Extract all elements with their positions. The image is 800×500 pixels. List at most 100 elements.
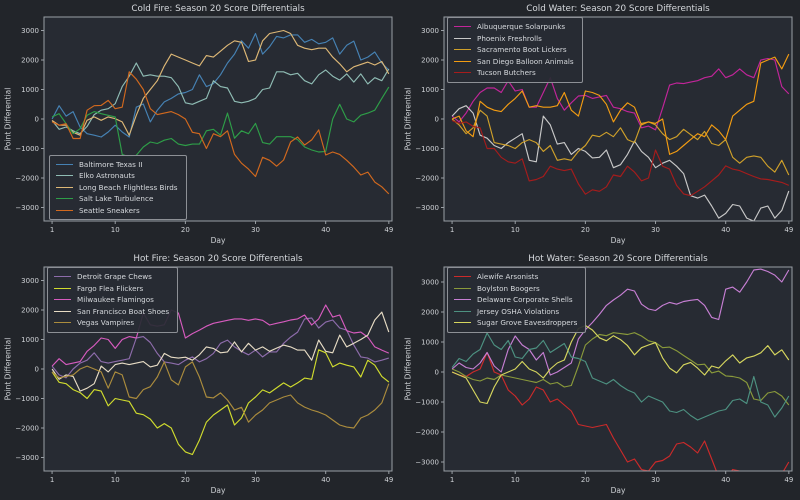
series-line bbox=[451, 324, 790, 405]
legend-item: Milwaukee Flamingos bbox=[54, 294, 169, 306]
x-tick-label: 20 bbox=[581, 226, 590, 234]
x-tick-label: 30 bbox=[251, 226, 260, 234]
legend: Baltimore Texas II Elko Astronauts Long Be… bbox=[49, 154, 187, 220]
y-tick-label: −1000 bbox=[415, 398, 439, 406]
axis-ticks: −3000 −2000 −1000 0 1000 2000 3000 1 10 20 30 40 49 bbox=[415, 27, 793, 234]
x-tick-label: 1 bbox=[50, 476, 54, 484]
x-tick-label: 20 bbox=[181, 476, 190, 484]
x-tick-label: 30 bbox=[251, 476, 260, 484]
legend-line-swatch bbox=[56, 198, 73, 200]
legend-label: Jersey OSHA Violations bbox=[477, 306, 560, 316]
legend-label: Alewife Arsonists bbox=[477, 272, 539, 282]
x-tick-label: 40 bbox=[721, 226, 730, 234]
series-group bbox=[451, 268, 790, 471]
legend-line-swatch bbox=[454, 60, 471, 62]
legend-line-swatch bbox=[54, 299, 71, 301]
y-tick-label: −2000 bbox=[15, 424, 39, 432]
y-tick-label: 2000 bbox=[421, 56, 439, 64]
legend-item: Salt Lake Turbulence bbox=[56, 193, 178, 205]
x-tick-label: 49 bbox=[784, 476, 793, 484]
y-axis-label: Point Differential bbox=[403, 337, 413, 401]
y-tick-label: 0 bbox=[435, 368, 439, 376]
legend: Albuquerque Solarpunks Phoenix Freshrolls… bbox=[447, 17, 583, 83]
legend-item: Elko Astronauts bbox=[56, 170, 178, 182]
y-tick-label: −3000 bbox=[15, 204, 39, 212]
series-line bbox=[451, 105, 790, 221]
legend-line-swatch bbox=[54, 322, 71, 324]
chart-title: Cold Water: Season 20 Score Differential… bbox=[526, 4, 710, 14]
chart-cold-water: −3000 −2000 −1000 0 1000 2000 3000 1 10 20 30 40 49 … bbox=[400, 0, 800, 250]
chart-cold-fire: −3000 −2000 −1000 0 1000 2000 3000 1 10 20 30 40 49 … bbox=[0, 0, 400, 250]
legend-label: Milwaukee Flamingos bbox=[77, 295, 154, 305]
series-line bbox=[51, 304, 390, 367]
legend-label: Elko Astronauts bbox=[79, 171, 135, 181]
legend-item: Phoenix Freshrolls bbox=[454, 33, 574, 45]
y-tick-label: −2000 bbox=[415, 174, 439, 182]
legend-line-swatch bbox=[454, 287, 471, 289]
y-tick-label: −1000 bbox=[415, 145, 439, 153]
legend-item: Long Beach Flightless Birds bbox=[56, 182, 178, 194]
legend-label: Vegas Vampires bbox=[77, 318, 135, 328]
x-tick-label: 20 bbox=[581, 476, 590, 484]
y-tick-label: 2000 bbox=[421, 308, 439, 316]
x-tick-label: 40 bbox=[721, 476, 730, 484]
legend-label: Boylston Boogers bbox=[477, 283, 540, 293]
legend-item: Sacramento Boot Lickers bbox=[454, 44, 574, 56]
legend: Alewife Arsonists Boylston Boogers Delawar… bbox=[447, 267, 587, 333]
legend-item: Jersey OSHA Violations bbox=[454, 306, 577, 318]
legend-line-swatch bbox=[454, 49, 471, 51]
series-line bbox=[451, 268, 790, 376]
y-tick-label: 3000 bbox=[21, 27, 39, 35]
y-axis-label: Point Differential bbox=[3, 87, 13, 151]
series-line bbox=[51, 349, 390, 456]
legend-line-swatch bbox=[454, 276, 471, 278]
legend-item: San Diego Balloon Animals bbox=[454, 56, 574, 68]
series-group bbox=[451, 53, 790, 221]
legend-label: Seattle Sneakers bbox=[79, 205, 140, 215]
x-tick-label: 49 bbox=[384, 226, 393, 234]
spines bbox=[443, 266, 793, 472]
legend-label: Long Beach Flightless Birds bbox=[79, 182, 178, 192]
x-tick-label: 40 bbox=[321, 226, 330, 234]
x-tick-label: 49 bbox=[384, 476, 393, 484]
legend-item: Boylston Boogers bbox=[454, 283, 577, 295]
series-line bbox=[51, 62, 390, 135]
y-tick-label: 0 bbox=[35, 365, 39, 373]
axis-ticks: −3000 −2000 −1000 0 1000 2000 3000 1 10 20 30 40 49 bbox=[15, 27, 393, 234]
legend-label: Delaware Corporate Shells bbox=[477, 295, 573, 305]
y-tick-label: 3000 bbox=[21, 277, 39, 285]
legend-item: Delaware Corporate Shells bbox=[454, 294, 577, 306]
chart-title: Hot Water: Season 20 Score Differentials bbox=[528, 254, 708, 264]
y-tick-label: 1000 bbox=[21, 336, 39, 344]
x-axis-label: Day bbox=[210, 236, 226, 245]
legend-item: Baltimore Texas II bbox=[56, 159, 178, 171]
y-tick-label: −1000 bbox=[15, 395, 39, 403]
y-tick-label: 3000 bbox=[421, 27, 439, 35]
legend-line-swatch bbox=[454, 37, 471, 39]
axis-ticks: −3000 −2000 −1000 0 1000 2000 3000 1 10 20 30 40 49 bbox=[15, 277, 393, 484]
y-tick-label: 3000 bbox=[421, 278, 439, 286]
legend-line-swatch bbox=[54, 310, 71, 312]
legend-line-swatch bbox=[454, 322, 471, 324]
x-tick-label: 1 bbox=[50, 226, 54, 234]
series-group bbox=[51, 304, 390, 456]
y-tick-label: −3000 bbox=[415, 458, 439, 466]
series-line bbox=[451, 332, 790, 406]
legend-item: Alewife Arsonists bbox=[454, 271, 577, 283]
x-tick-label: 1 bbox=[450, 476, 454, 484]
series-line bbox=[51, 32, 390, 138]
legend-label: San Diego Balloon Animals bbox=[477, 56, 574, 66]
legend-label: Detroit Grape Chews bbox=[77, 272, 152, 282]
chart-hot-water: −3000 −2000 −1000 0 1000 2000 3000 1 10 20 30 40 49 … bbox=[400, 250, 800, 500]
legend: Detroit Grape Chews Fargo Flea Flickers Mi… bbox=[47, 267, 179, 333]
y-tick-label: −2000 bbox=[15, 174, 39, 182]
legend-item: San Francisco Boat Shoes bbox=[54, 306, 169, 318]
y-tick-label: 2000 bbox=[21, 306, 39, 314]
chart-hot-fire: −3000 −2000 −1000 0 1000 2000 3000 1 10 20 30 40 49 … bbox=[0, 250, 400, 500]
chart-title: Cold Fire: Season 20 Score Differentials bbox=[131, 4, 305, 14]
legend-line-swatch bbox=[56, 186, 73, 188]
series-line bbox=[51, 86, 390, 158]
y-tick-label: −3000 bbox=[15, 454, 39, 462]
legend-item: Detroit Grape Chews bbox=[54, 271, 169, 283]
legend-line-swatch bbox=[454, 310, 471, 312]
